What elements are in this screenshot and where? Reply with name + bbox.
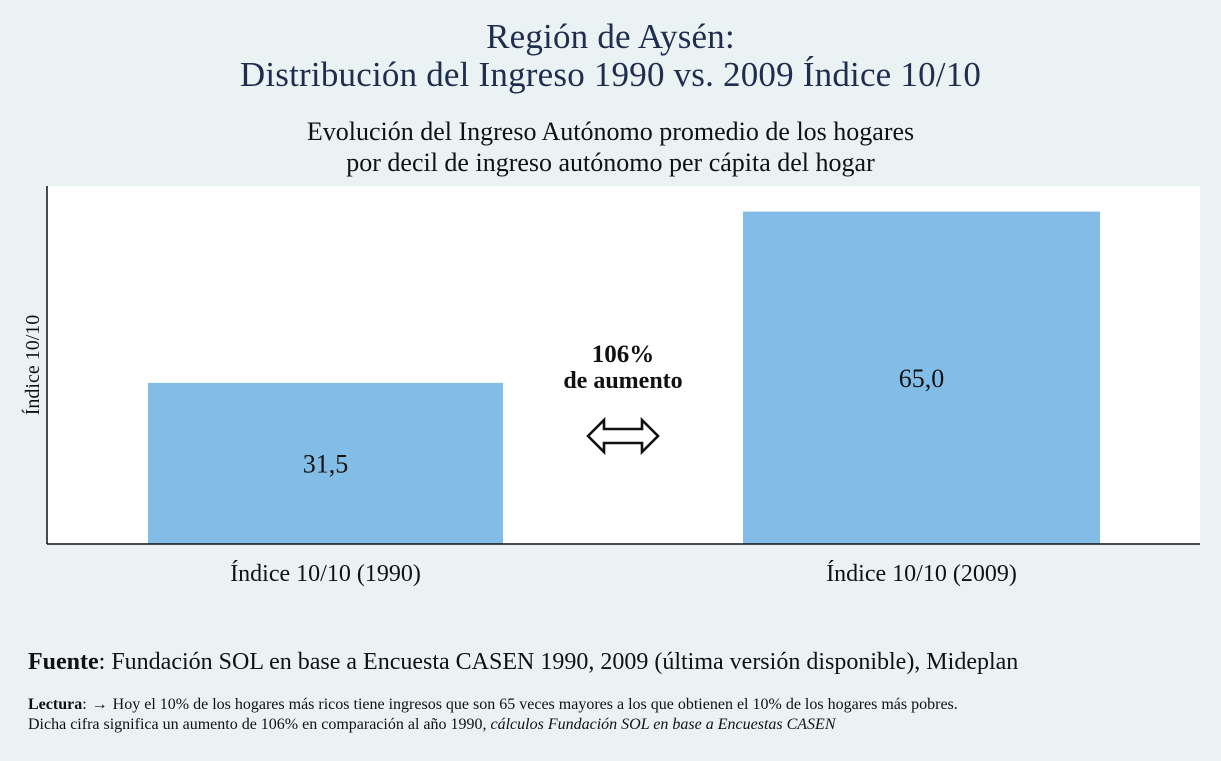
bars-group [148,211,1100,545]
x-tick-labels-group: Índice 10/10 (1990) Índice 10/10 (2009) [230,561,1017,587]
annotation-percent: 106% [592,341,655,368]
reading-line-1: Lectura: → Hoy el 10% de los hogares más r… [28,695,1213,715]
source-text: : Fundación SOL en base a Encuesta CASEN… [98,649,1019,675]
value-labels-group: 31,5 65,0 [303,364,945,479]
chart-title-line-2: Distribución del Ingreso 1990 vs. 2009 Í… [239,55,982,94]
chart-subtitle-line-1: Evolución del Ingreso Autónomo promedio … [306,117,915,146]
x-tick-label-1: Índice 10/10 (1990) [230,561,421,587]
y-axis-label: Índice 10/10 [21,315,44,416]
chart-title: Región de Aysén: Distribución del Ingres… [0,18,1221,94]
reading-note: Lectura: → Hoy el 10% de los hogares más r… [28,695,1213,735]
reading-colon: : [82,696,87,713]
reading-text-2: Dicha cifra significa un aumento de 106%… [28,716,491,733]
reading-text-1: Hoy el 10% de los hogares más ricos tien… [112,696,958,713]
reading-label: Lectura [28,696,83,713]
chart-subtitle: Evolución del Ingreso Autónomo promedio … [0,116,1221,178]
double-arrow-icon [586,416,660,456]
reading-italic-text: cálculos Fundación SOL en base a Encuest… [490,716,836,733]
x-tick-label-2: Índice 10/10 (2009) [826,561,1017,587]
value-label-2: 65,0 [899,364,945,393]
value-label-1: 31,5 [303,449,349,478]
chart-subtitle-line-2: por decil de ingreso autónomo per cápita… [346,148,875,177]
reading-line-2: Dicha cifra significa un aumento de 106%… [28,715,1213,735]
bar-2 [743,211,1100,545]
bar-1 [148,382,503,544]
source-note: Fuente: Fundación SOL en base a Encuesta… [28,648,1208,676]
increase-annotation: 106% de aumento [563,341,683,456]
chart-title-line-1: Región de Aysén: [486,17,735,56]
source-label: Fuente [28,649,99,675]
annotation-caption: de aumento [563,368,682,394]
right-arrow-icon: → [91,696,108,713]
